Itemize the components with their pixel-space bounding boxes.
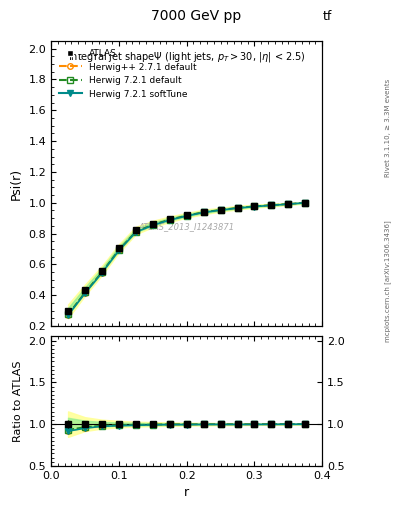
Y-axis label: Ratio to ATLAS: Ratio to ATLAS — [13, 360, 23, 442]
Text: 7000 GeV pp: 7000 GeV pp — [151, 9, 242, 23]
Text: ATLAS_2013_I1243871: ATLAS_2013_I1243871 — [139, 222, 235, 231]
Text: Integral jet shape$\Psi$ (light jets, $p_T$$>$30, $|\eta|$ < 2.5): Integral jet shape$\Psi$ (light jets, $p… — [68, 50, 306, 63]
Text: Rivet 3.1.10, ≥ 3.3M events: Rivet 3.1.10, ≥ 3.3M events — [385, 79, 391, 177]
X-axis label: r: r — [184, 486, 189, 499]
Text: mcplots.cern.ch [arXiv:1306.3436]: mcplots.cern.ch [arXiv:1306.3436] — [384, 221, 391, 343]
Text: tf: tf — [322, 10, 332, 23]
Legend: ATLAS, Herwig++ 2.7.1 default, Herwig 7.2.1 default, Herwig 7.2.1 softTune: ATLAS, Herwig++ 2.7.1 default, Herwig 7.… — [55, 46, 200, 102]
Y-axis label: Psi(r): Psi(r) — [10, 167, 23, 200]
